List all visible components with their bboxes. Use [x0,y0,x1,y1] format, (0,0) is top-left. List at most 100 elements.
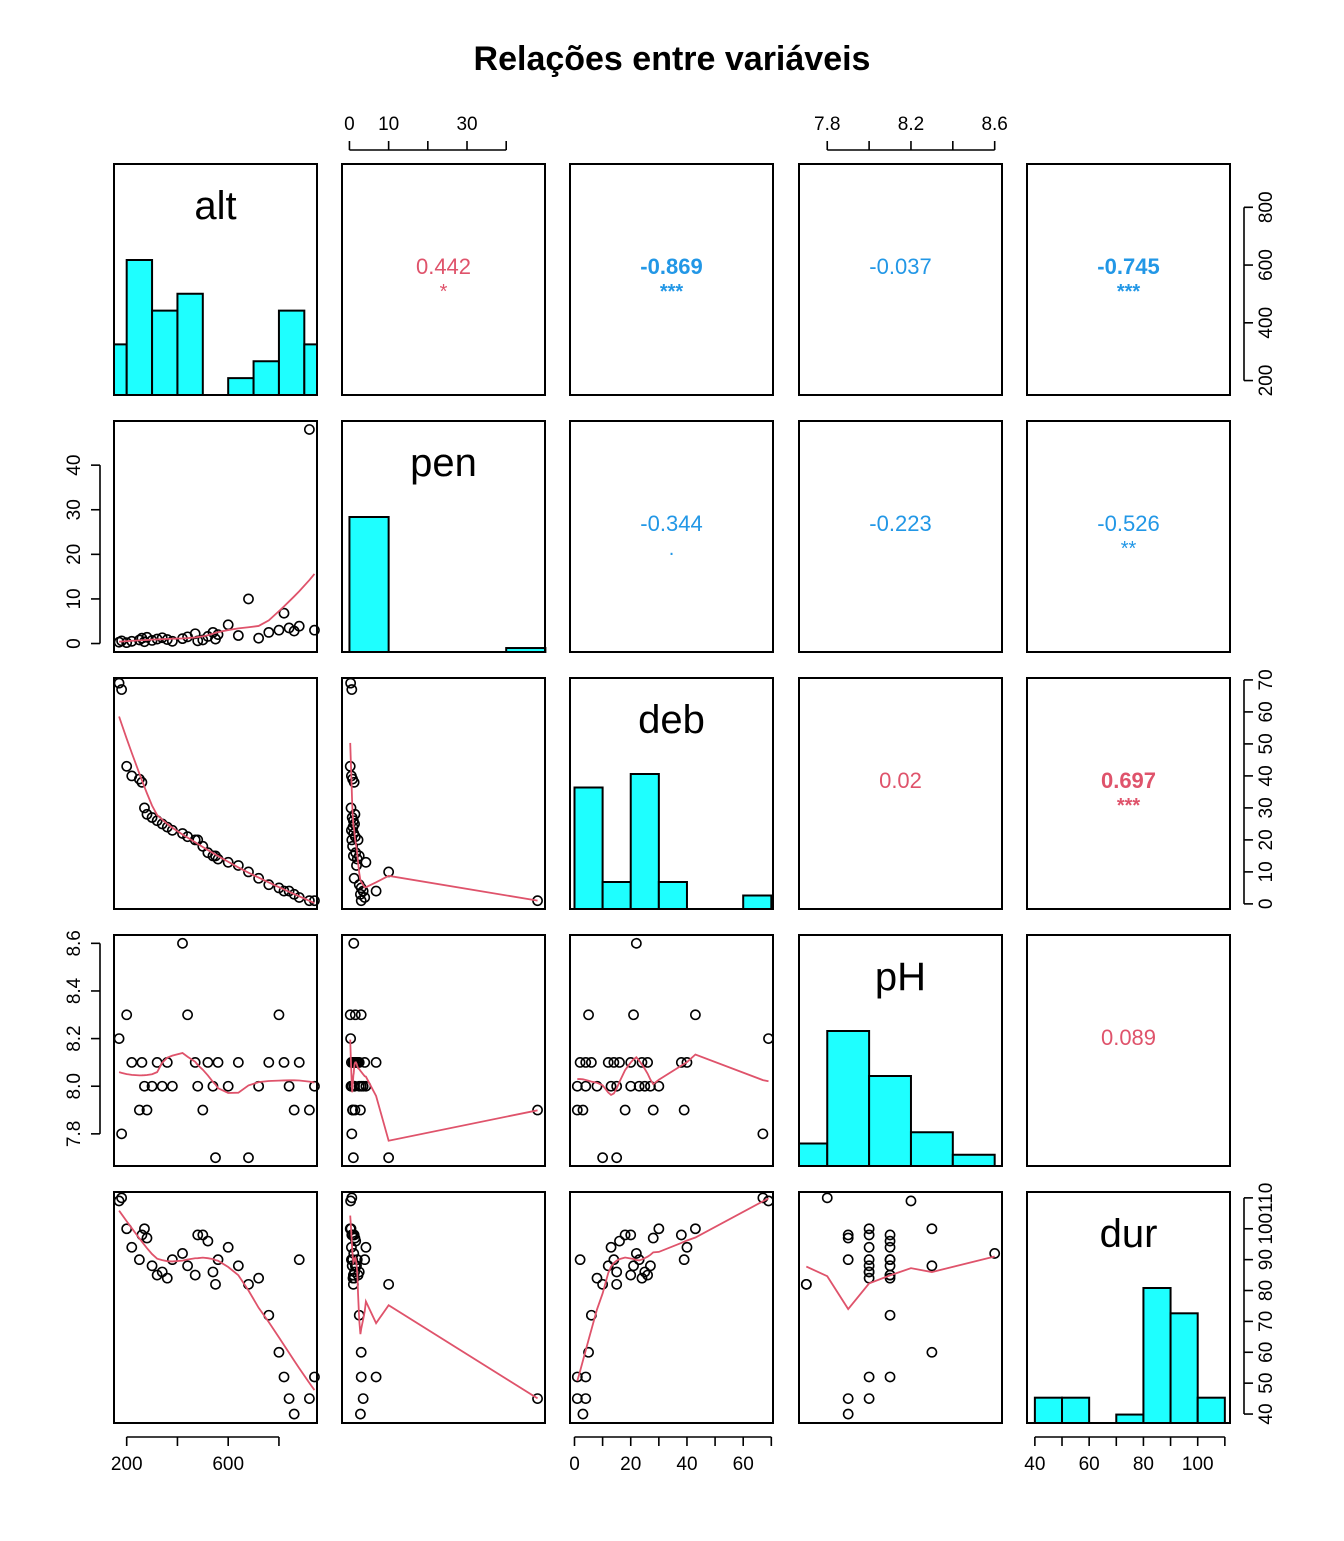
panel-frame [569,1191,774,1424]
tick-label: 30 [64,499,85,520]
panel-frame [1026,163,1231,396]
point [571,1104,583,1116]
corr-value: 0.089 [1101,1025,1156,1050]
point [884,1235,896,1247]
point [653,1223,665,1235]
panel-dur-dur: dur [1026,1191,1231,1424]
point [222,619,234,631]
point [605,1080,617,1092]
point [232,1057,244,1068]
tick-label: 8.6 [981,114,1007,135]
tick-label: 50 [1256,733,1277,754]
panel-alt-dur: -0.745*** [1026,163,1231,396]
tick-label: 8.2 [64,1025,85,1051]
corr-value: -0.037 [869,254,931,279]
tick-label: 60 [1256,701,1277,722]
point [597,1152,609,1164]
point [905,1195,917,1207]
x-axis-dur: 40 60 80 100 [1024,1436,1226,1475]
point [571,1393,583,1405]
tick-label: 110 [1256,1183,1277,1213]
panel-frame [1026,420,1231,653]
point [585,1057,597,1068]
point [360,856,372,868]
point [133,1254,145,1266]
point [139,1080,150,1092]
point [630,937,642,949]
point [166,1080,178,1092]
smooth-line [349,1215,539,1400]
panel-alt-pH: -0.037 [798,163,1003,396]
hist-bar [1169,1312,1199,1424]
point [884,1272,896,1284]
panel-alt-deb: -0.869*** [569,163,774,396]
diag-label-alt: alt [194,184,236,228]
x-axis-pH: 7.8 8.2 8.6 [814,114,1008,151]
tick-label: 40 [1256,765,1277,786]
point [611,1080,623,1092]
point [863,1371,875,1383]
tick-label: 20 [1256,829,1277,850]
point [571,1080,583,1092]
point [121,1009,133,1021]
point [210,850,221,862]
panel-dur-alt [113,1191,320,1424]
point [574,1057,586,1068]
tick-label: 60 [1256,1342,1277,1363]
point [863,1260,875,1272]
point [625,1057,637,1068]
panel-frame [1026,934,1231,1167]
panel-pen-pH: -0.223 [798,420,1003,653]
tick-label: 8.0 [64,1073,85,1099]
point [357,1393,369,1405]
point [278,1057,290,1068]
tick-label: 90 [1256,1249,1277,1270]
tick-label: 7.8 [64,1121,85,1147]
tick-label: 70 [1256,669,1277,690]
point [293,1254,305,1266]
tick-label: 30 [1256,797,1277,818]
panel-frame [569,420,774,653]
point [645,1260,656,1272]
panel-frame [798,163,1003,396]
point [126,1241,138,1253]
point [348,937,360,949]
point [253,1272,265,1284]
point [156,632,168,644]
point [370,885,382,897]
point [273,624,285,636]
tick-label: 600 [212,1454,244,1475]
point [344,1009,356,1021]
point [532,1393,543,1405]
point [116,684,128,695]
point [678,1104,690,1116]
point [583,1346,594,1358]
point [121,637,133,649]
tick-label: 70 [1256,1311,1277,1332]
point [126,1057,138,1068]
corr-value: -0.745 [1097,254,1159,279]
point [639,1266,651,1278]
point [842,1229,854,1241]
hist-bar [573,786,604,910]
point [347,1152,359,1164]
point [348,776,360,788]
point [647,1104,659,1116]
hist-bar [151,309,179,396]
point [303,1393,315,1405]
panel-frame [341,420,546,653]
point [243,1152,254,1164]
point [146,1260,158,1272]
smooth-line [118,716,315,904]
point [121,760,133,772]
panel-frame [798,420,1003,653]
point [678,1254,690,1266]
point [346,1192,358,1204]
point [161,1057,173,1068]
point [591,1272,603,1284]
smooth-line [119,573,316,643]
smooth-line [118,1210,316,1391]
smooth-line [118,1052,315,1094]
point [625,1269,637,1281]
point [884,1254,896,1266]
